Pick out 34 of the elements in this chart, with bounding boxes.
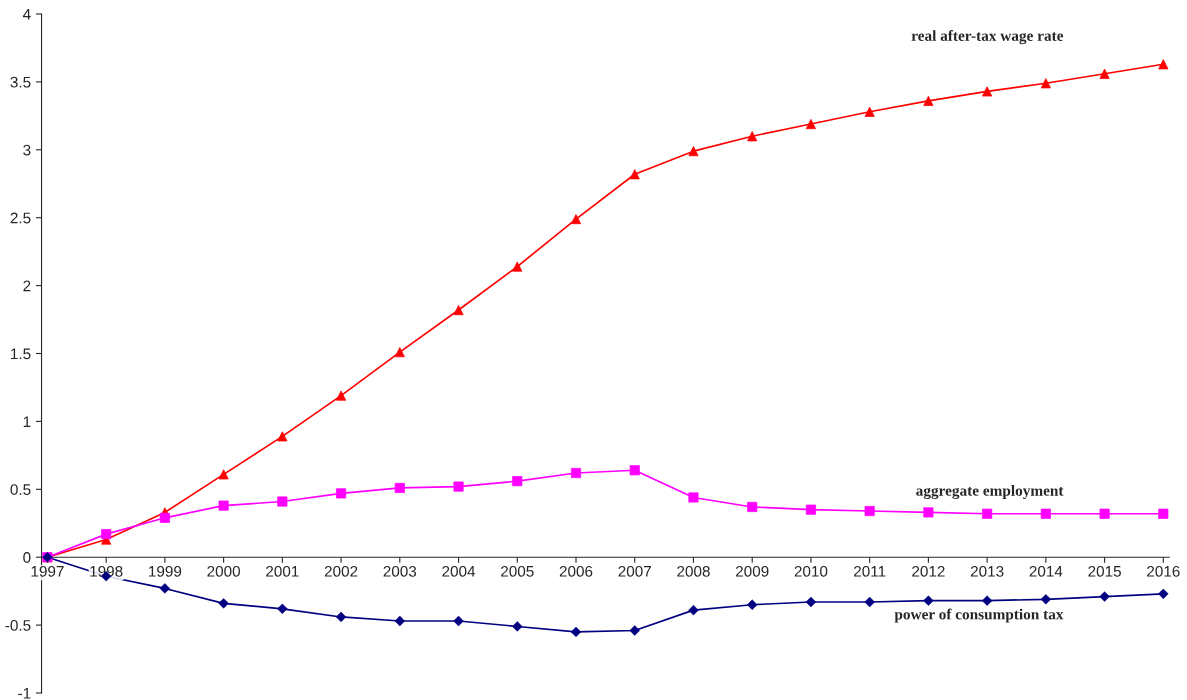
text: real after-tax wage rate [911,30,1064,45]
y-tick-label: 3.5 [10,76,31,88]
x-tick-label: 2012 [912,565,945,577]
y-tick-label: -0.5 [5,619,31,631]
x-tick-label: 2013 [970,565,1004,577]
x-tick-label: 2005 [501,565,534,577]
y-tick-label: 3 [23,144,31,156]
x-tick-label: 1997 [31,565,64,577]
series-label: power of consumption tax [894,608,1064,623]
y-tick-label: 0.5 [10,484,31,495]
x-tick-label: 2010 [794,565,828,577]
y-tick-label: 1.5 [11,348,31,360]
x-tick-label: 2015 [1088,565,1121,577]
x-tick-label: 2003 [383,565,417,577]
x-tick-label: 1998 [90,565,123,577]
x-tick-label: 2000 [207,565,241,577]
x-tick-label: 1999 [149,565,182,577]
x-tick-label: 2011 [854,565,886,577]
x-tick-label: 2004 [442,565,476,577]
x-tick-label: 2016 [1147,565,1180,577]
x-tick-label: 2001 [266,565,299,577]
x-tick-label: 2002 [324,565,358,577]
x-tick-label: 2014 [1029,565,1063,577]
series-label: aggregate employment [916,485,1064,499]
x-tick-label: 2006 [559,565,593,577]
y-tick-label: 4 [22,9,31,20]
y-tick-label: 2.5 [10,212,31,224]
x-tick-label: 2007 [618,565,651,577]
x-tick-label: 2009 [735,565,769,577]
y-tick-label: -1 [18,688,31,699]
x-tick-label: 2008 [677,565,710,577]
y-tick-label: 2 [23,280,31,292]
y-tick-label: 0 [23,552,31,563]
y-tick-label: 1 [23,416,31,427]
